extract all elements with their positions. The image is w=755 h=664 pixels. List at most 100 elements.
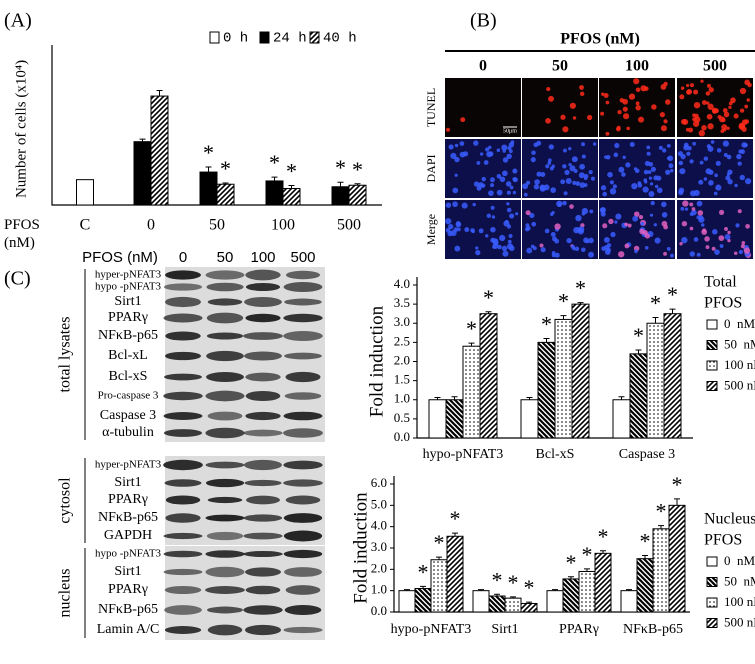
error-bar (205, 166, 212, 173)
cell (738, 249, 744, 255)
cell (588, 170, 593, 175)
cell (739, 108, 745, 113)
cell (612, 184, 618, 189)
cell (722, 108, 728, 113)
band (245, 411, 281, 421)
cell (682, 200, 689, 207)
cell (703, 177, 708, 181)
band (244, 624, 282, 636)
cell (711, 246, 716, 251)
cell (560, 114, 566, 120)
cell (626, 126, 630, 131)
cell (525, 210, 531, 216)
error-bar (222, 182, 229, 185)
cell (733, 113, 739, 119)
cell (739, 87, 747, 95)
cell (689, 251, 696, 257)
cell (605, 154, 611, 160)
error-bar (652, 317, 659, 324)
cell (714, 173, 718, 178)
cell (551, 251, 556, 255)
cell (643, 178, 648, 183)
micrograph (522, 139, 598, 198)
significance: * (524, 575, 535, 600)
cell (554, 252, 560, 258)
band (163, 568, 203, 576)
cell (575, 181, 581, 186)
cell (481, 176, 486, 182)
cell (574, 246, 580, 251)
cell (693, 237, 699, 242)
cell (660, 83, 667, 90)
cell (512, 168, 518, 174)
legend-label: 40 h (323, 31, 357, 47)
cell (544, 228, 550, 234)
cell (550, 212, 554, 217)
band (165, 331, 201, 341)
cell (698, 130, 706, 137)
significance: * (633, 323, 644, 348)
cell (505, 219, 509, 224)
cell (566, 237, 572, 244)
cell (737, 209, 742, 214)
cell (622, 98, 629, 105)
error-bar (404, 589, 410, 591)
protein-label: Pro-caspase 3 (98, 390, 159, 402)
band (243, 332, 283, 340)
cell (725, 175, 731, 181)
significance: * (541, 312, 552, 337)
cell (603, 92, 609, 98)
band (244, 297, 282, 307)
cell (698, 216, 705, 223)
cell (661, 201, 667, 208)
cell (461, 202, 468, 209)
cell (629, 141, 635, 148)
cell (562, 164, 567, 169)
y-tick-label: 3.5 (394, 295, 410, 310)
cell (546, 87, 551, 92)
cell (602, 223, 608, 229)
cell (550, 232, 556, 237)
cell (644, 245, 649, 250)
bar (652, 528, 670, 613)
cell (719, 244, 724, 248)
cell (697, 210, 704, 216)
band (205, 550, 245, 558)
significance: * (650, 291, 661, 316)
legend-label: 0 nM (724, 316, 755, 331)
cell (473, 140, 479, 146)
legend-swatch (706, 381, 718, 391)
bar (462, 345, 481, 439)
error-bar (626, 589, 632, 591)
cell (662, 148, 667, 153)
band (245, 372, 281, 382)
y-axis-label: Fold induction (350, 492, 371, 604)
cell (478, 228, 484, 234)
cell (721, 124, 728, 131)
cell (646, 145, 651, 150)
y-tick-label: 6.0 (371, 475, 387, 490)
error-bar (674, 498, 680, 506)
panel-label: (C) (4, 268, 31, 290)
cell (454, 143, 459, 148)
cell (609, 180, 614, 185)
error-bar (451, 396, 458, 400)
cell (545, 118, 551, 124)
cell (640, 221, 645, 226)
band (205, 390, 245, 402)
y-tick-label: 4.0 (371, 518, 387, 533)
cell (622, 106, 628, 112)
bar (520, 399, 539, 439)
cell (689, 202, 694, 207)
protein-label: NFκB-p65 (98, 602, 158, 617)
band (245, 585, 281, 595)
cell (705, 245, 710, 250)
cell (622, 155, 626, 160)
legend-label: 0 h (223, 31, 248, 47)
bar (646, 322, 665, 439)
cell (624, 222, 629, 227)
cell (448, 223, 454, 230)
cell (547, 158, 552, 163)
band (284, 567, 322, 577)
band (285, 495, 321, 505)
